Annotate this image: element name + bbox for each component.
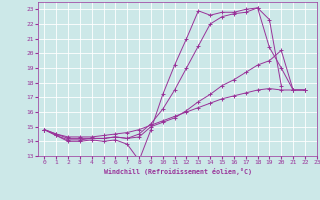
X-axis label: Windchill (Refroidissement éolien,°C): Windchill (Refroidissement éolien,°C) <box>104 168 252 175</box>
